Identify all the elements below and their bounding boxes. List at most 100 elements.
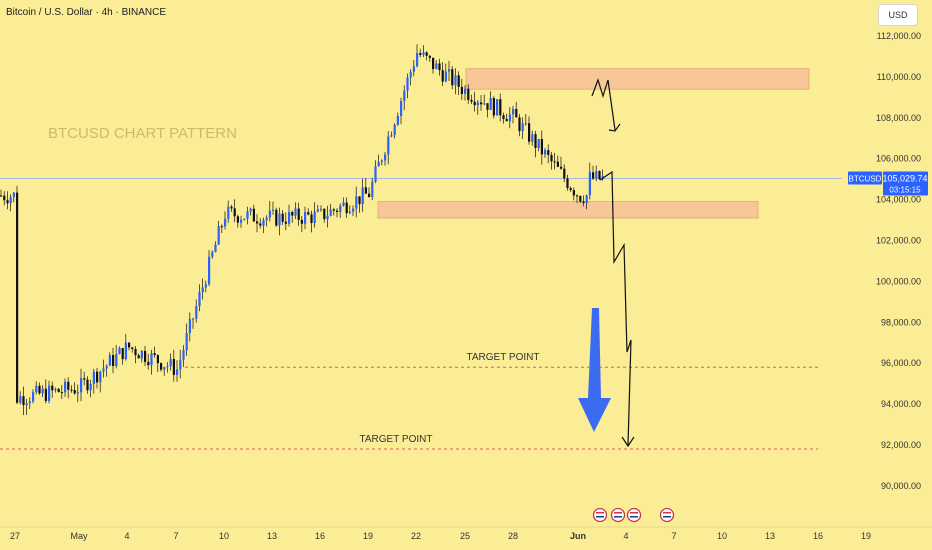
candle	[310, 214, 313, 223]
x-tick-label: 25	[460, 531, 470, 541]
candle	[0, 195, 3, 197]
candle	[156, 355, 159, 364]
candle	[224, 218, 227, 227]
candle	[179, 359, 182, 370]
event-flag-stripe	[663, 512, 671, 514]
candle	[284, 221, 287, 224]
x-tick-label: 4	[124, 531, 129, 541]
candle	[508, 114, 511, 122]
event-flag-stripe	[630, 516, 638, 518]
event-flag-icon[interactable]	[592, 507, 608, 523]
candle	[489, 98, 492, 110]
candle	[425, 52, 428, 56]
x-tick-label: 10	[219, 531, 229, 541]
event-flag-icon[interactable]	[610, 507, 626, 523]
candle	[544, 150, 547, 155]
candle	[345, 202, 348, 214]
candle	[483, 103, 486, 105]
candle	[393, 124, 396, 136]
candle	[480, 102, 483, 105]
price-axis[interactable]	[842, 0, 932, 550]
x-tick-label: 10	[717, 531, 727, 541]
candle	[124, 342, 127, 360]
event-flag-stripe	[614, 512, 622, 514]
candle	[9, 197, 12, 204]
y-tick-label: 90,000.00	[881, 481, 921, 491]
candle	[428, 55, 431, 58]
candle	[230, 206, 233, 209]
candle	[92, 371, 95, 384]
candle	[380, 160, 383, 162]
support-zone	[377, 201, 759, 219]
projection-arrowhead-bottom	[621, 436, 635, 448]
candle	[377, 161, 380, 167]
candle	[131, 347, 134, 349]
candle	[99, 371, 102, 383]
candle	[342, 202, 345, 206]
candle	[438, 63, 441, 71]
x-tick-label: 13	[267, 531, 277, 541]
candle	[553, 161, 556, 163]
candle	[451, 69, 454, 86]
candle	[246, 211, 249, 219]
y-tick-label: 96,000.00	[881, 358, 921, 368]
candle	[144, 350, 147, 362]
candle	[201, 287, 204, 293]
candle	[336, 210, 339, 212]
candle	[96, 371, 99, 383]
candle	[272, 209, 275, 211]
event-flag-stripe	[596, 512, 604, 514]
candle	[134, 348, 137, 356]
candle	[460, 86, 463, 94]
candle	[419, 53, 422, 55]
candle	[57, 388, 60, 393]
candle	[73, 390, 76, 394]
candle	[262, 220, 265, 226]
candle	[227, 206, 230, 219]
candle	[166, 366, 169, 368]
candle	[348, 211, 351, 214]
candle	[294, 208, 297, 216]
candle	[585, 195, 588, 203]
candle	[547, 150, 550, 155]
candle	[515, 108, 518, 118]
candle	[112, 355, 115, 366]
candle	[387, 136, 390, 155]
candle	[560, 166, 563, 169]
candle	[358, 196, 361, 205]
candle	[233, 208, 236, 217]
candle	[70, 389, 73, 391]
target-label: TARGET POINT	[467, 352, 540, 363]
candle	[32, 392, 35, 402]
candle	[339, 205, 342, 212]
candle	[6, 200, 9, 204]
symbol-tag	[848, 171, 882, 185]
candle	[569, 188, 572, 191]
candle	[198, 292, 201, 307]
candle	[48, 385, 51, 401]
event-flag-icon[interactable]	[626, 507, 642, 523]
candle	[297, 208, 300, 220]
candle	[502, 115, 505, 119]
x-tick-label: 4	[623, 531, 628, 541]
candle	[403, 90, 406, 102]
resistance-zone	[465, 68, 810, 90]
event-flag-icon[interactable]	[659, 507, 675, 523]
candle	[214, 244, 217, 253]
currency-button[interactable]: USD	[878, 4, 918, 26]
x-tick-label: 7	[173, 531, 178, 541]
y-tick-label: 94,000.00	[881, 399, 921, 409]
candle	[115, 353, 118, 366]
candle	[25, 403, 28, 406]
candle	[12, 192, 15, 198]
candle	[176, 369, 179, 375]
candle	[492, 98, 495, 116]
candle	[188, 318, 191, 333]
candle	[323, 208, 326, 220]
candle	[361, 187, 364, 205]
candle	[444, 71, 447, 82]
candle	[534, 134, 537, 148]
candle	[163, 367, 166, 370]
candle	[169, 358, 172, 367]
candle	[243, 218, 246, 220]
